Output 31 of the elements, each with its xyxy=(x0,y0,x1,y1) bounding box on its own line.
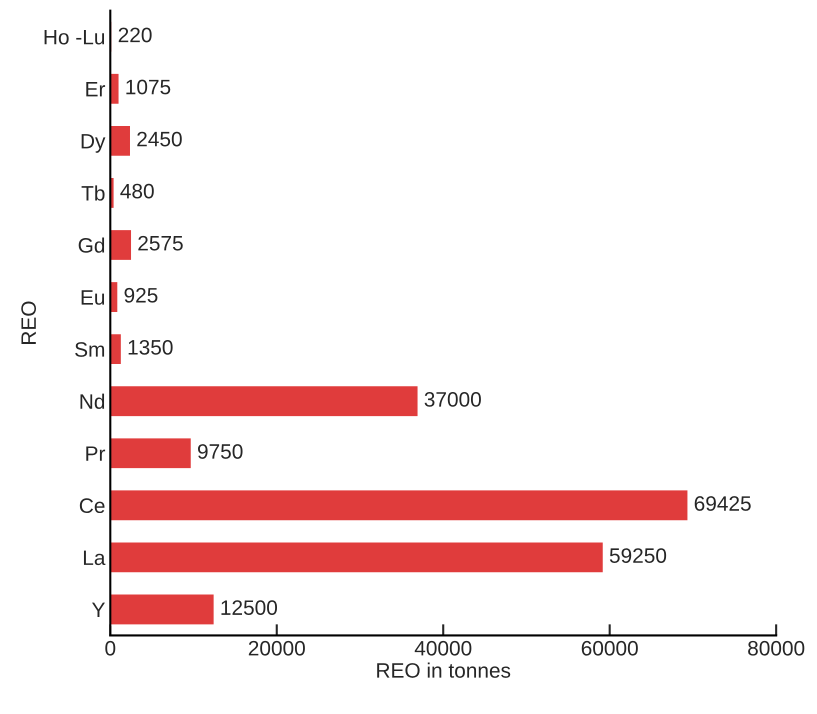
data-label: 12500 xyxy=(221,600,278,616)
x-tick-label: 40000 xyxy=(414,640,472,656)
data-label: 2575 xyxy=(138,236,183,251)
y-tick-label: Y xyxy=(92,602,105,617)
data-label: 925 xyxy=(124,288,158,303)
x-axis-title: REO in tonnes xyxy=(377,662,510,678)
x-tick-label: 60000 xyxy=(582,640,638,656)
y-tick-label: Ce xyxy=(80,498,105,514)
y-tick-label: Eu xyxy=(82,290,104,305)
y-tick-label: Sm xyxy=(75,342,104,357)
y-tick-label: Nd xyxy=(80,394,104,409)
y-tick-label: Ho -Lu xyxy=(44,30,104,44)
data-label: 1350 xyxy=(128,340,173,355)
data-label: 59250 xyxy=(610,548,666,563)
y-tick-label: Pr xyxy=(86,446,106,461)
data-label: 1075 xyxy=(126,80,170,94)
y-tick-label: La xyxy=(84,550,106,566)
data-label: 9750 xyxy=(198,444,243,459)
data-label: 69425 xyxy=(694,496,751,511)
y-axis-title: REO xyxy=(21,302,36,344)
x-tick-label: 0 xyxy=(105,640,116,656)
x-tick-label: 20000 xyxy=(248,640,305,656)
y-tick-label: Er xyxy=(86,82,106,96)
data-label: 37000 xyxy=(424,392,481,407)
y-tick-label: Dy xyxy=(82,134,106,153)
x-tick-label: 80000 xyxy=(748,640,804,656)
y-tick-label: Gd xyxy=(78,237,104,253)
data-label: 220 xyxy=(118,28,152,42)
data-label: 2450 xyxy=(137,132,182,146)
y-tick-label: Tb xyxy=(82,185,105,201)
data-label: 480 xyxy=(120,184,154,199)
